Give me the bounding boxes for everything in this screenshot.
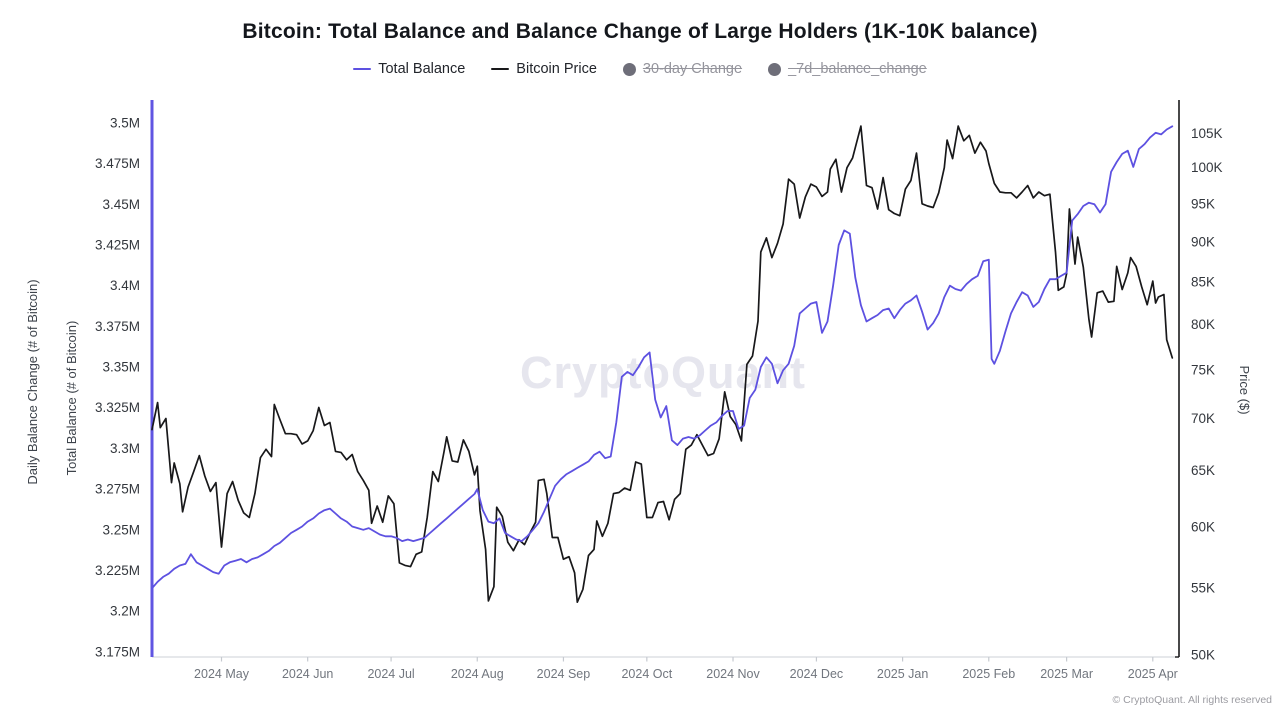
watermark: CryptoQuant (520, 347, 806, 398)
left-axis-title-total-balance: Total Balance (# of Bitcoin) (64, 321, 79, 476)
x-axis-tick-label: 2025 Apr (1128, 667, 1178, 681)
legend-label: Total Balance (378, 61, 466, 77)
left-axis-tick-label: 3.45M (102, 197, 140, 212)
right-axis-tick-label: 50K (1191, 648, 1215, 663)
disabled-series-dot-icon (622, 62, 636, 76)
left-axis-tick-label: 3.275M (95, 482, 140, 497)
x-axis-tick-label: 2025 Feb (962, 667, 1015, 681)
left-axis-tick-label: 3.2M (110, 604, 140, 619)
x-axis-tick-label: 2024 Sep (537, 667, 591, 681)
legend-item-30-day-change[interactable]: 30-day Change (622, 61, 743, 77)
x-axis-tick-label: 2024 Jul (367, 667, 414, 681)
legend-label: 30-day Change (642, 61, 743, 77)
left-axis-tick-label: 3.35M (102, 360, 140, 375)
chart-legend: Total Balance Bitcoin Price 30-day Chang… (0, 61, 1280, 77)
right-axis-title-price: Price ($) (1237, 365, 1252, 414)
series-line-bitcoin-price (151, 125, 1174, 604)
legend-item-total-balance[interactable]: Total Balance (353, 61, 465, 77)
right-axis-tick-label: 80K (1191, 317, 1215, 332)
chart-canvas[interactable]: CryptoQuant 2024 May 2024 Jun 2024 Jul 2024 … (0, 100, 1280, 700)
legend-item-7d-balance-change[interactable]: _7d_balance_change (768, 61, 927, 77)
right-axis-tick-label: 85K (1191, 274, 1215, 289)
left-axis-tick-label: 3.475M (95, 156, 140, 171)
left-axis-tick-label: 3.375M (95, 319, 140, 334)
left-axis-tick-label: 3.425M (95, 238, 140, 253)
x-axis-tick-label: 2025 Mar (1040, 667, 1093, 681)
right-axis-tick-label: 100K (1191, 160, 1223, 175)
left-axis-tick-label: 3.3M (110, 441, 140, 456)
right-axis-tick-label: 75K (1191, 362, 1215, 377)
left-axis-title-daily-balance-change: Daily Balance Change (# of Bitcoin) (25, 279, 40, 484)
legend-item-bitcoin-price[interactable]: Bitcoin Price (491, 61, 597, 77)
x-axis-tick-label: 2024 Jun (282, 667, 333, 681)
legend-label: Bitcoin Price (516, 61, 597, 77)
right-axis-tick-label: 105K (1191, 126, 1223, 141)
x-axis-tick-label: 2025 Jan (877, 667, 928, 681)
chart-title: Bitcoin: Total Balance and Balance Chang… (242, 20, 1038, 43)
right-axis-tick-label: 65K (1191, 463, 1215, 478)
total-balance-line-swatch (353, 67, 372, 71)
x-axis-tick-label: 2024 Aug (451, 667, 504, 681)
right-axis-tick-label: 55K (1191, 580, 1215, 595)
x-axis-tick-label: 2024 Dec (790, 667, 844, 681)
x-axis-tick-label: 2024 Oct (621, 667, 672, 681)
x-axis-tick-label: 2024 Nov (706, 667, 760, 681)
left-axis-tick-label: 3.25M (102, 522, 140, 537)
x-axis-tick-label: 2024 May (194, 667, 250, 681)
right-axis-tick-label: 70K (1191, 411, 1215, 426)
right-axis-tick-label: 60K (1191, 519, 1215, 534)
left-axis-tick-label: 3.325M (95, 400, 140, 415)
copyright-notice: © CryptoQuant. All rights reserved (1112, 694, 1272, 706)
right-axis-tick-label: 95K (1191, 196, 1215, 211)
left-axis-tick-label: 3.225M (95, 563, 140, 578)
disabled-series-dot-icon (768, 62, 782, 76)
left-axis-tick-label: 3.175M (95, 644, 140, 659)
right-axis-tick-label: 90K (1191, 234, 1215, 249)
left-axis-tick-label: 3.5M (110, 116, 140, 131)
bitcoin-price-line-swatch (491, 67, 510, 71)
series-line-total-balance (151, 125, 1174, 590)
legend-label: _7d_balance_change (788, 61, 927, 77)
left-axis-tick-label: 3.4M (110, 278, 140, 293)
